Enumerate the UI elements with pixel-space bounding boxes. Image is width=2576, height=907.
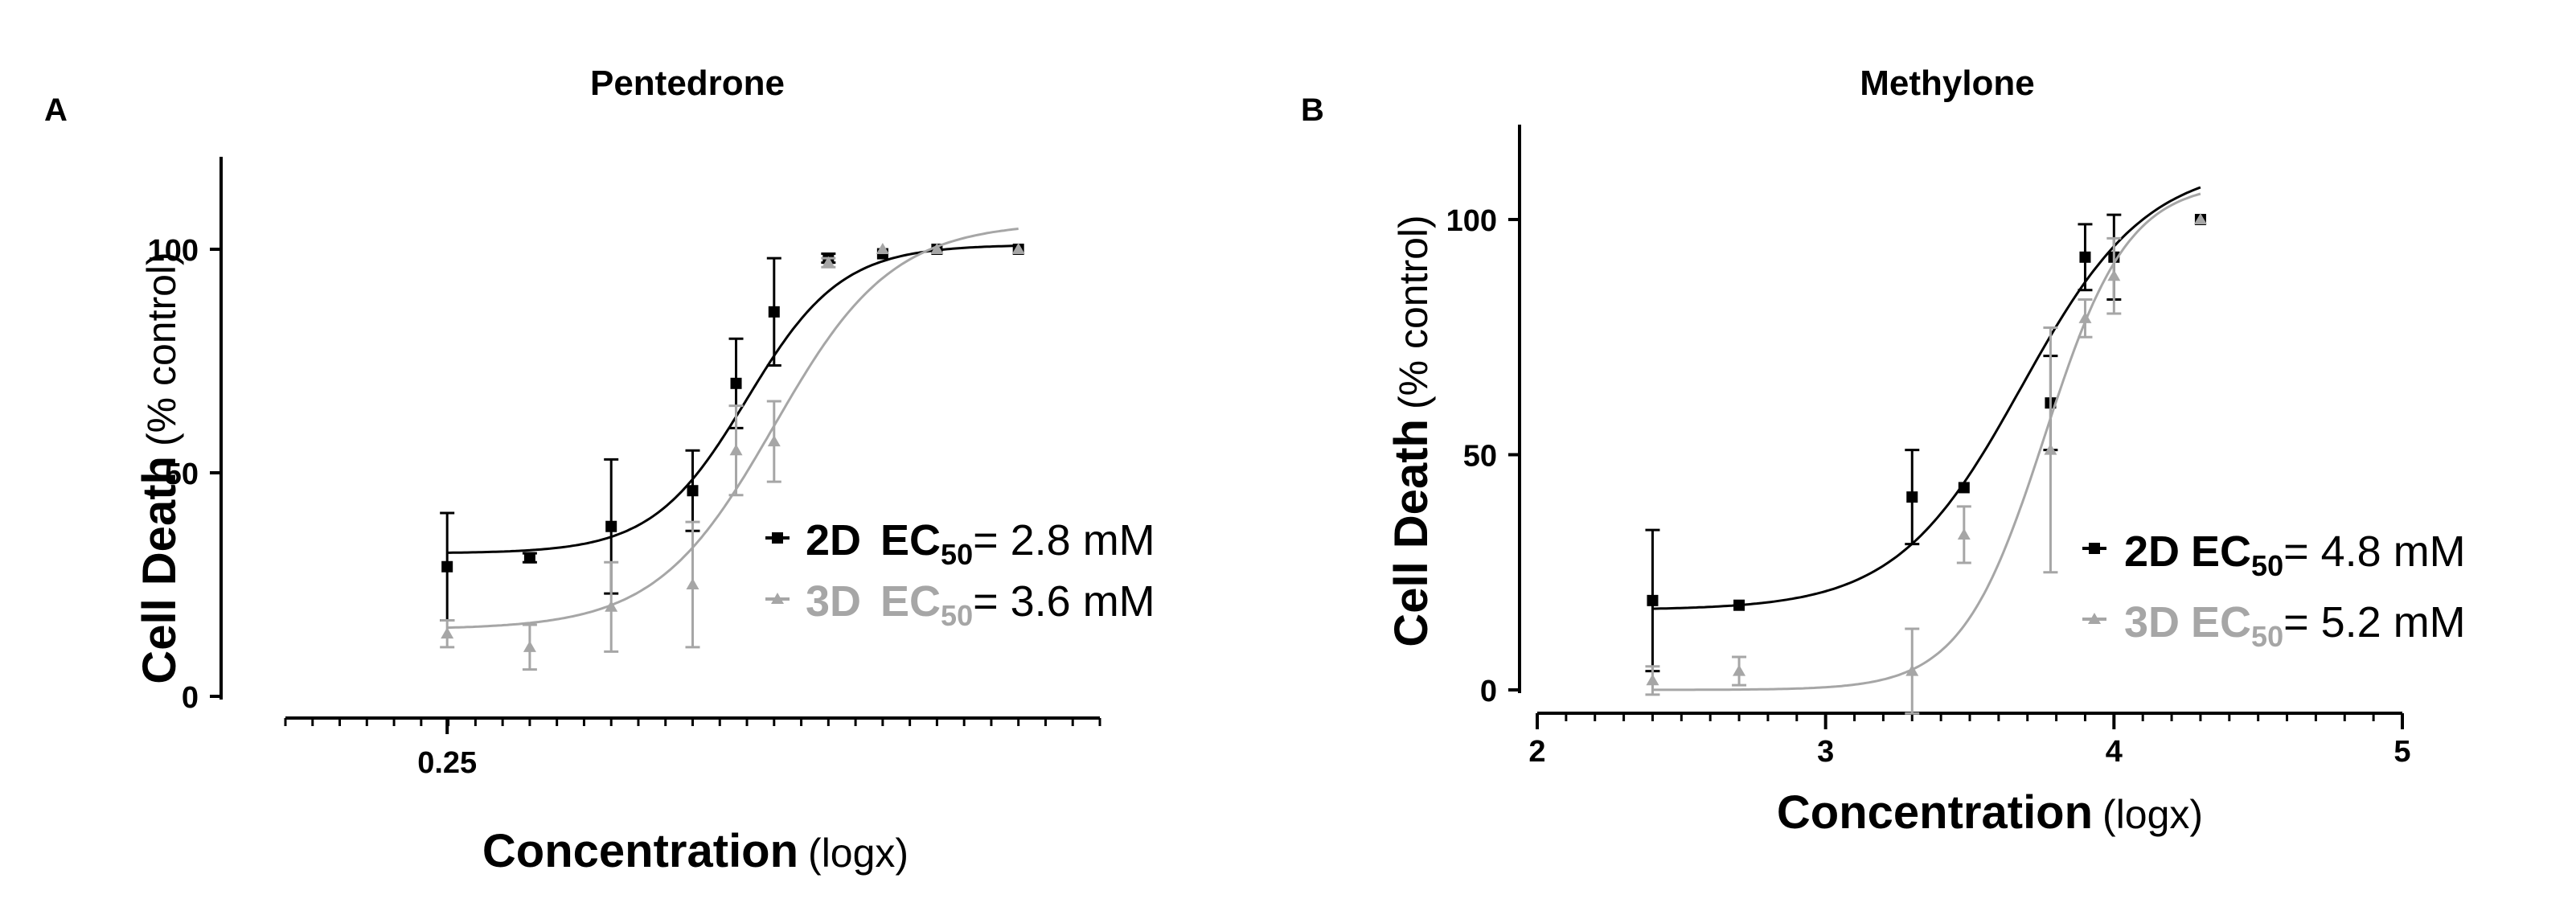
data-point-3d-a [822,256,835,268]
data-point-2d-a [605,520,617,532]
data-point-3d-b [1957,527,1971,540]
legend-ec-sub-2d-b: 50 [2251,549,2283,582]
data-point-3d-a [729,444,743,456]
legend-entry-2d-b: 2D EC50= 4.8 mM [2082,527,2466,582]
data-point-3d-a [605,600,618,612]
legend-ec-label-3d-a: EC [880,577,941,626]
data-point-3d-a [523,640,536,652]
legend-label-2d-b: 2D [2124,527,2180,576]
legend-label-3d-b: 3D [2124,598,2180,646]
data-point-3d-b [1646,674,1659,686]
y-axis-label-unit-a: (% control) [139,252,184,446]
x-tick-label-b: 5 [2393,735,2410,769]
data-point-2d-a [730,377,742,389]
data-point-2d-a [523,552,535,564]
data-point-2d-b [1733,599,1745,611]
data-point-2d-b [1647,594,1659,606]
legend-marker-3d-b [2088,613,2101,624]
y-axis-label-unit-b: (% control) [1391,215,1436,409]
data-point-3d-a [876,243,889,254]
fit-curve-2d-b [1652,186,2201,610]
data-point-3d-a [686,578,699,589]
data-point-3d-a [441,627,454,639]
legend-ec-label-3d-b: EC [2191,598,2251,646]
x-axis-label-bold-b: Concentration [1777,786,2093,839]
legend-marker-2d-b [2089,543,2100,554]
x-axis-label-b: Concentration (logx) [1777,786,2203,839]
legend-ec-value-2d-b: = 4.8 mM [2283,527,2466,576]
data-point-3d-b [2107,269,2121,281]
data-point-3d-a [930,243,944,254]
legend-entry-3d-a: 3D EC50= 3.6 mM [765,577,1155,632]
plot-area-b: 0 50 100 2 3 4 5 [1446,125,2411,769]
legend-ec-sub-3d-a: 50 [941,599,973,632]
data-point-3d-b [2044,443,2057,455]
data-point-3d-a [767,435,781,447]
x-axis-label-a: Concentration (logx) [482,825,909,877]
panel-a: A Pentedrone Cell Death (% control) Conce… [44,64,1155,877]
legend-ec-sub-3d-b: 50 [2251,620,2283,653]
fit-curve-3d-b [1652,192,2201,692]
y-axis-label-bold-b: Cell Death [1385,419,1438,647]
x-tick-label-b: 3 [1817,735,1834,769]
legend-entry-3d-b: 3D EC50= 5.2 mM [2082,598,2466,653]
legend-label-3d-a: 3D [806,577,861,626]
y-axis-label-bold-a: Cell Death [133,456,186,684]
legend-marker-3d-a [771,593,784,604]
legend-label-2d-a: 2D [806,516,861,564]
legend-ec-sub-2d-a: 50 [941,538,973,571]
data-point-2d-a [687,485,699,497]
legend-b: 2D EC50= 4.8 mM 3D EC50= 5.2 mM [2082,527,2466,653]
y-tick-label-b: 50 [1463,440,1497,474]
legend-ec-value-3d-b: = 5.2 mM [2283,598,2466,646]
data-point-2d-a [441,560,453,573]
chart-title-b: Methylone [1860,64,2035,103]
data-point-3d-b [1905,664,1919,676]
data-point-3d-b [2193,213,2207,224]
series-3d-a [440,228,1025,671]
series-2d-b [1645,186,2206,673]
fit-curve-2d-a [447,244,1019,554]
series-3d-b [1645,192,2207,715]
x-tick-label-b: 4 [2106,735,2123,769]
panel-label-a: A [44,92,68,128]
data-point-2d-b [1958,482,1970,494]
data-point-3d-b [2078,311,2092,323]
panel-label-b: B [1301,92,1324,128]
data-point-2d-a [768,306,780,318]
x-axis-label-bold-a: Concentration [482,825,798,877]
y-tick-label-a: 0 [182,681,199,715]
y-tick-label-b: 100 [1446,204,1497,238]
x-axis-label-unit-b: (logx) [2102,792,2203,837]
data-point-3d-a [1011,243,1025,254]
y-tick-label-b: 0 [1480,675,1497,708]
x-axis-label-unit-a: (logx) [808,831,909,876]
panel-b: B Methylone Cell Death (% control) Concen… [1301,64,2466,839]
data-point-2d-b [2079,251,2091,263]
x-tick-label-b: 2 [1528,735,1545,769]
legend-ec-value-3d-a: = 3.6 mM [973,577,1155,626]
y-tick-label-a: 50 [165,458,199,491]
y-axis-label-a: Cell Death (% control) [133,252,186,683]
legend-ec-label-2d-b: EC [2191,527,2251,576]
data-point-3d-b [1733,664,1746,676]
plot-area-a: 0 50 100 0.25 [148,157,1101,780]
y-axis-label-b: Cell Death (% control) [1385,215,1438,646]
legend-entry-2d-a: 2D EC50= 2.8 mM [765,516,1155,571]
x-tick-label-a: 0.25 [417,746,477,780]
legend-marker-2d-a [772,532,783,544]
data-point-2d-b [1906,491,1918,503]
chart-title-a: Pentedrone [590,64,785,103]
y-tick-label-a: 100 [148,234,199,268]
legend-ec-label-2d-a: EC [880,516,941,564]
legend-ec-value-2d-a: = 2.8 mM [973,516,1155,564]
legend-a: 2D EC50= 2.8 mM 3D EC50= 3.6 mM [765,516,1155,632]
